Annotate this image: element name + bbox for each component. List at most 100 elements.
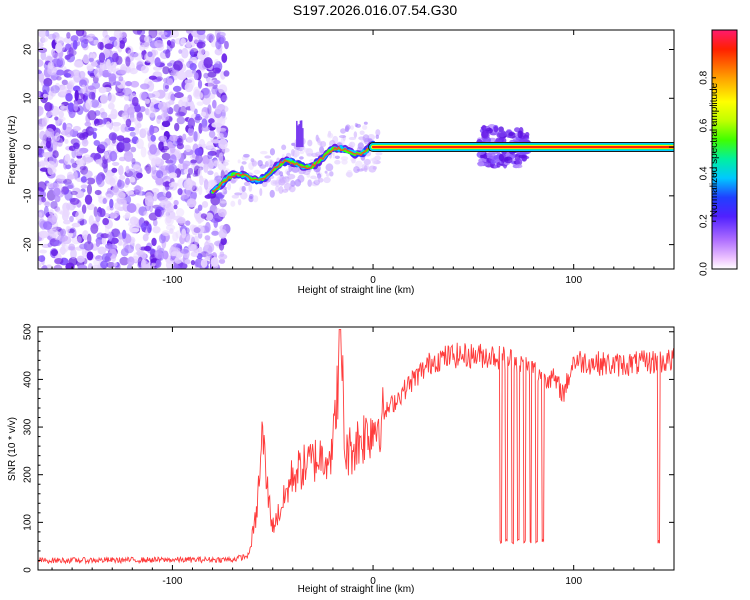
spectral-noise-blob [73, 149, 79, 156]
spectral-faint-blob [317, 177, 324, 183]
spectral-noise-blob [51, 212, 58, 223]
spectral-noise-blob [211, 86, 219, 95]
spectral-noise-blob [60, 104, 65, 111]
spectral-noise-blob [151, 170, 156, 177]
spectral-faint-blob [241, 185, 246, 193]
colorbar-tick-label: 0.8 [699, 70, 710, 84]
spectral-noise-blob [54, 116, 59, 121]
spectral-noise-blob [133, 52, 143, 61]
spectral-noise-blob [88, 57, 95, 62]
spectral-noise-blob [44, 201, 51, 208]
spectral-faint-blob [327, 132, 334, 139]
spectral-noise-blob [151, 157, 156, 167]
spectral-noise-blob [211, 139, 221, 144]
spectral-noise-blob [151, 237, 157, 247]
spectral-noise-blob [119, 31, 127, 38]
snr-x-label: Height of straight line (km) [298, 584, 415, 595]
spectral-noise-blob [81, 230, 89, 241]
spectral-noise-blob [100, 111, 108, 119]
spectral-noise-blob [38, 42, 44, 48]
spectral-noise-blob [184, 258, 191, 265]
spectral-noise-blob [203, 57, 213, 69]
spectral-noise-blob [167, 78, 174, 86]
spectral-noise-blob [149, 124, 155, 136]
spectral-noise-blob [223, 70, 230, 77]
x-tick-label: 100 [565, 576, 582, 587]
spectral-faint-blob [221, 188, 226, 192]
spectral-noise-blob [139, 128, 147, 139]
spectral-noise-blob [47, 33, 57, 40]
spectral-noise-blob [218, 36, 225, 45]
spectral-noise-blob [56, 69, 65, 76]
spectral-noise-blob [97, 41, 104, 50]
spectral-noise-blob [42, 221, 53, 230]
spectral-noise-blob [116, 79, 127, 89]
spectral-noise-blob [140, 260, 150, 269]
spectral-noise-blob [204, 221, 211, 233]
spectral-noise-blob [65, 92, 73, 102]
spectral-noise-blob [197, 79, 203, 89]
spectral-noise-blob [147, 51, 153, 58]
spectral-noise-blob [39, 190, 47, 199]
spectral-noise-blob [146, 81, 155, 92]
spectral-noise-blob [82, 30, 87, 37]
spectral-noise-blob [207, 92, 216, 100]
spectral-faint-blob [227, 182, 232, 191]
spectral-faint-blob [375, 134, 379, 140]
spectral-noise-blob [47, 61, 54, 69]
spectral-noise-blob [122, 214, 130, 219]
spectral-noise-blob [112, 81, 121, 86]
spectral-noise-blob [154, 157, 162, 165]
spectral-noise-blob [61, 79, 68, 86]
spectral-noise-blob [112, 125, 120, 132]
spectral-noise-blob [70, 190, 78, 196]
spectral-noise-blob [121, 141, 131, 152]
spectral-noise-blob [154, 57, 161, 67]
spectral-noise-blob [104, 243, 113, 249]
spectral-noise-blob [70, 35, 79, 42]
spectral-noise-blob [119, 40, 126, 49]
spectral-noise-blob [156, 170, 164, 179]
spectral-noise-blob [207, 71, 217, 78]
spectral-noise-blob [38, 261, 42, 268]
spectral-noise-blob [136, 250, 144, 256]
spectral-noise-blob [171, 181, 176, 187]
spectral-noise-blob [169, 172, 178, 179]
spectral-faint-blob [278, 186, 284, 194]
spectral-noise-blob [165, 48, 171, 59]
spectral-noise-blob [105, 193, 113, 200]
spectral-noise-blob [66, 49, 77, 57]
spectral-noise-blob [174, 92, 184, 99]
spectral-noise-blob [201, 143, 207, 149]
spectral-noise-blob [89, 72, 96, 78]
spectral-noise-blob [48, 228, 59, 239]
spectral-noise-blob [197, 167, 202, 179]
spectral-noise-blob [63, 36, 73, 44]
spectral-noise-blob [47, 164, 54, 176]
spectral-patch-blob [477, 161, 485, 167]
spectral-noise-blob [111, 161, 120, 166]
spectral-noise-blob [207, 151, 213, 160]
spectral-noise-blob [74, 70, 79, 78]
spectral-noise-blob [90, 223, 99, 234]
spectral-noise-blob [224, 40, 229, 50]
spectral-noise-blob [212, 67, 222, 74]
spectral-noise-blob [168, 99, 175, 105]
spectral-noise-blob [158, 196, 169, 202]
spectral-noise-blob [208, 118, 215, 124]
spectral-noise-blob [84, 194, 93, 205]
spectral-noise-blob [40, 196, 47, 203]
spectral-noise-blob [165, 164, 175, 175]
spectral-noise-blob [54, 132, 61, 142]
spectral-noise-blob [177, 216, 186, 226]
spectral-patch-blob [493, 126, 499, 133]
spectral-noise-blob [94, 189, 102, 196]
spectral-noise-blob [113, 39, 121, 49]
spectral-noise-blob [159, 209, 170, 218]
spectral-noise-blob [161, 120, 171, 128]
spectral-noise-blob [152, 192, 158, 202]
spectral-noise-blob [38, 90, 41, 98]
y-tick-label: -10 [23, 188, 34, 203]
spectral-noise-blob [152, 226, 161, 234]
spectral-noise-blob [107, 102, 115, 110]
